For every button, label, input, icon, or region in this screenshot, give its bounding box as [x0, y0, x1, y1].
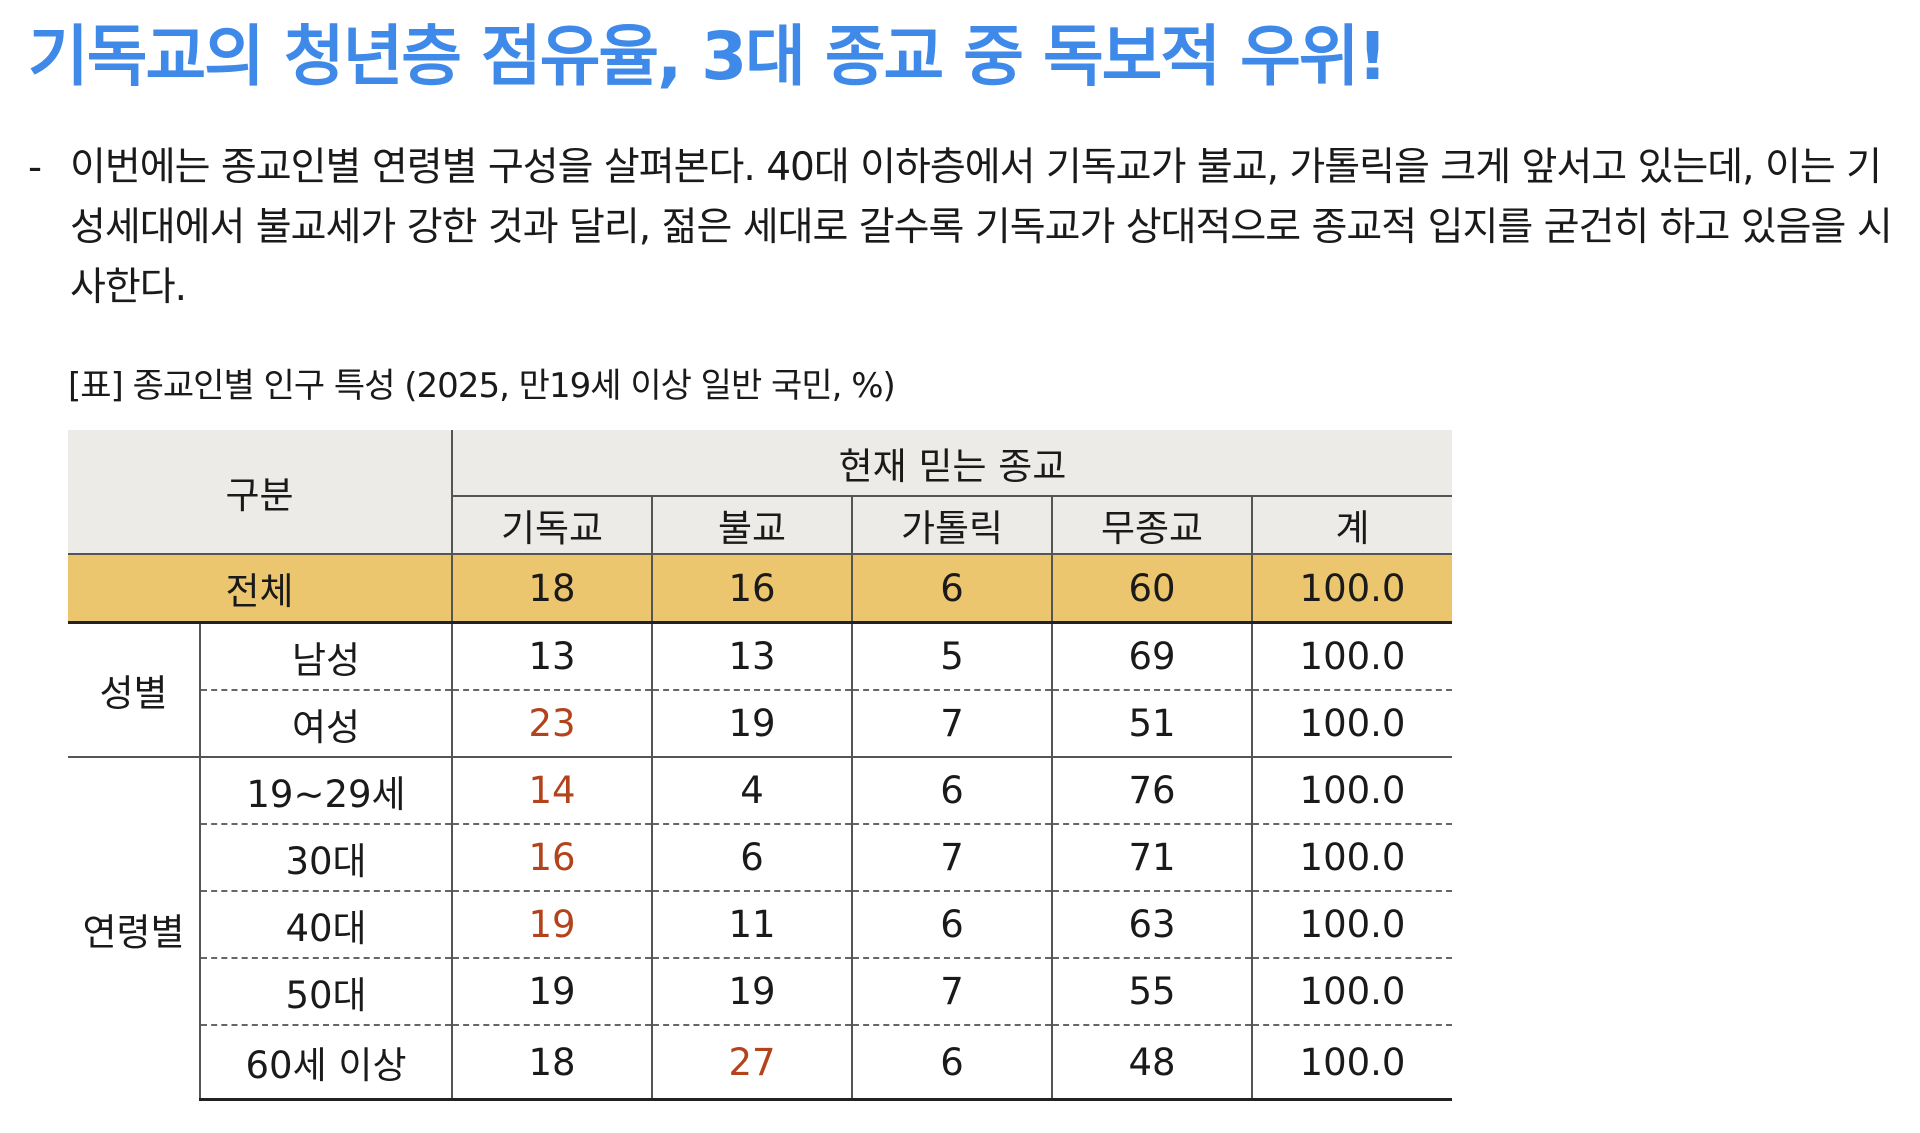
header-row: 구분 현재 믿는 종교 — [68, 430, 1453, 554]
table-cell: 100.0 — [1250, 553, 1453, 624]
column-header: 계 — [1252, 495, 1453, 554]
table-cell: 100.0 — [1250, 890, 1453, 958]
column-header: 무종교 — [1052, 495, 1253, 554]
highlighted-cell: 27 — [651, 1024, 852, 1101]
table-row: 60세 이상 18 27 6 48 100.0 — [68, 1024, 1453, 1101]
group-label-age: 연령별 — [68, 756, 201, 1100]
category-header: 구분 — [68, 430, 453, 554]
table-row: 연령별 19~29세 14 4 6 76 100.0 — [68, 756, 1453, 1100]
table-cell: 7 — [851, 957, 1052, 1025]
table-cell: 100.0 — [1250, 823, 1453, 891]
row-label: 남성 — [199, 622, 452, 690]
table-cell: 4 — [651, 756, 852, 824]
row-label: 여성 — [199, 689, 452, 757]
table-cell: 69 — [1051, 622, 1252, 690]
table-cell: 63 — [1051, 890, 1252, 958]
bullet-dash: - — [28, 145, 43, 190]
table-cell: 13 — [451, 622, 652, 690]
table-caption: [표] 종교인별 인구 특성 (2025, 만19세 이상 일반 국민, %) — [68, 366, 896, 406]
table-cell: 19 — [651, 689, 852, 757]
table-cell: 6 — [851, 890, 1052, 958]
column-header: 가톨릭 — [852, 495, 1053, 554]
row-label: 19~29세 — [199, 756, 452, 824]
table-cell: 60 — [1051, 553, 1252, 624]
total-row: 전체 18 16 6 60 100.0 — [68, 553, 1453, 624]
table-cell: 100.0 — [1250, 756, 1453, 824]
table-cell: 51 — [1051, 689, 1252, 757]
table-row: 성별 남성 13 13 5 69 100.0 — [68, 622, 1453, 758]
table-cell: 48 — [1051, 1024, 1252, 1101]
table-row: 40대 19 11 6 63 100.0 — [68, 890, 1453, 958]
table-cell: 18 — [451, 1024, 652, 1101]
row-label: 60세 이상 — [199, 1024, 452, 1101]
table-cell: 19 — [651, 957, 852, 1025]
table-cell: 5 — [851, 622, 1052, 690]
table-cell: 100.0 — [1250, 957, 1453, 1025]
group-label-gender: 성별 — [68, 622, 201, 758]
highlighted-cell: 19 — [451, 890, 652, 958]
table-cell: 7 — [851, 823, 1052, 891]
table-row: 여성 23 19 7 51 100.0 — [68, 689, 1453, 757]
table-cell: 100.0 — [1250, 689, 1453, 757]
summary-text: 이번에는 종교인별 연령별 구성을 살펴본다. 40대 이하층에서 기독교가 불… — [70, 145, 1893, 310]
column-header-row: 기독교 불교 가톨릭 무종교 계 — [68, 495, 1453, 554]
table-cell: 71 — [1051, 823, 1252, 891]
table-cell: 19 — [451, 957, 652, 1025]
row-label: 30대 — [199, 823, 452, 891]
table-cell: 11 — [651, 890, 852, 958]
table-cell: 100.0 — [1250, 1024, 1453, 1101]
highlighted-cell: 23 — [451, 689, 652, 757]
table-cell: 76 — [1051, 756, 1252, 824]
highlighted-cell: 16 — [451, 823, 652, 891]
row-label: 전체 — [68, 553, 452, 624]
summary-paragraph: - 이번에는 종교인별 연령별 구성을 살펴본다. 40대 이하층에서 기독교가… — [28, 138, 1898, 318]
table-cell: 6 — [851, 553, 1052, 624]
table-row: 30대 16 6 7 71 100.0 — [68, 823, 1453, 891]
table-cell: 7 — [851, 689, 1052, 757]
highlighted-cell: 14 — [451, 756, 652, 824]
table-cell: 18 — [451, 553, 652, 624]
table-cell: 6 — [851, 756, 1052, 824]
table-cell: 100.0 — [1250, 622, 1453, 690]
religion-group-header: 현재 믿는 종교 — [452, 430, 1453, 496]
column-header: 기독교 — [452, 495, 653, 554]
table-cell: 6 — [851, 1024, 1052, 1101]
column-header: 불교 — [652, 495, 853, 554]
table-cell: 13 — [651, 622, 852, 690]
table-row: 50대 19 19 7 55 100.0 — [68, 957, 1453, 1025]
table-cell: 6 — [651, 823, 852, 891]
row-label: 40대 — [199, 890, 452, 958]
row-label: 50대 — [199, 957, 452, 1025]
religion-stats-table: 구분 현재 믿는 종교 기독교 불교 가톨릭 무종교 계 전체 18 16 6 … — [68, 430, 1453, 1101]
table-cell: 55 — [1051, 957, 1252, 1025]
page-title: 기독교의 청년층 점유율, 3대 종교 중 독보적 우위! — [28, 18, 1388, 95]
table-cell: 16 — [651, 553, 852, 624]
